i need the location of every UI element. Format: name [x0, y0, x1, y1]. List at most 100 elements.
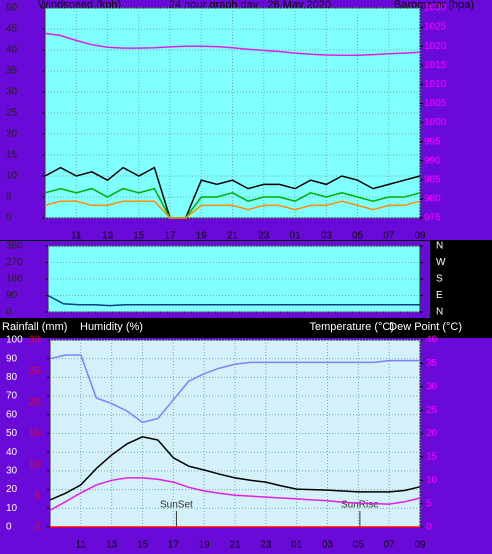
y2-tick-label: S — [436, 274, 443, 285]
y-tick-label: 25 — [6, 108, 18, 119]
x-tick-label: 19 — [196, 231, 208, 242]
x-tick-label: 21 — [229, 540, 241, 551]
x-tick-label: 03 — [322, 540, 334, 551]
x-tick-label: 03 — [321, 231, 333, 242]
y-label: Windspeed (kph) — [38, 0, 121, 11]
y3-tick-label: 25 — [29, 366, 41, 377]
x-tick-label: 07 — [383, 231, 395, 242]
y2-tick-label: 980 — [424, 194, 441, 205]
x-tick-label: 05 — [352, 231, 364, 242]
y-tick-label: 180 — [6, 274, 23, 285]
y3-tick-label: 5 — [34, 490, 40, 501]
y-tick-label: 15 — [6, 150, 18, 161]
y2-tick-label: 15 — [426, 452, 438, 463]
y2-label: Temperature (°C) — [310, 321, 394, 333]
series-line — [49, 436, 421, 501]
y2-tick-label: 20 — [426, 428, 438, 439]
y3-tick-label: 10 — [29, 459, 41, 470]
y2-tick-label: 990 — [424, 155, 441, 166]
y2-tick-label: 1030 — [424, 3, 447, 14]
y-tick-label: 20 — [6, 129, 18, 140]
y-tick-label: 60 — [6, 409, 18, 420]
x-tick-label: 07 — [384, 540, 396, 551]
series-line — [44, 200, 421, 219]
x-tick-label: 23 — [258, 231, 270, 242]
x-tick-label: 23 — [260, 540, 272, 551]
y2-tick-label: 985 — [424, 174, 441, 185]
y-tick-label: 0 — [6, 522, 12, 533]
y-tick-label: 40 — [6, 447, 18, 458]
y-tick-label: 30 — [6, 87, 18, 98]
y2-tick-label: W — [436, 257, 446, 268]
y2-tick-label: 1005 — [424, 98, 447, 109]
chart-title: 24 hour graph day : 26 May 2020 — [169, 0, 331, 11]
y-tick-label: 50 — [6, 428, 18, 439]
y2-label: Dew Point (°C) — [389, 321, 462, 333]
y3-tick-label: 30 — [29, 335, 41, 346]
y2-tick-label: N — [436, 307, 443, 318]
y3-tick-label: 20 — [29, 397, 41, 408]
y-tick-label: 0 — [6, 307, 12, 318]
y-tick-label: 0 — [6, 213, 12, 224]
y-tick-label: 20 — [6, 484, 18, 495]
y-label: Humidity (%) — [80, 321, 143, 333]
y-tick-label: 270 — [6, 257, 23, 268]
x-tick-label: 01 — [291, 540, 303, 551]
y2-tick-label: 25 — [426, 405, 438, 416]
y2-tick-label: 35 — [426, 358, 438, 369]
y-tick-label: 100 — [6, 335, 23, 346]
x-tick-label: 19 — [199, 540, 211, 551]
y2-tick-label: 40 — [426, 335, 438, 346]
series-line — [44, 187, 421, 219]
series-line — [44, 166, 421, 219]
y2-tick-label: 0 — [426, 522, 432, 533]
x-tick-label: 15 — [133, 231, 145, 242]
x-tick-label: 01 — [289, 231, 301, 242]
x-tick-label: 11 — [71, 231, 82, 242]
y-tick-label: 10 — [6, 503, 18, 514]
x-tick-label: 15 — [137, 540, 149, 551]
annotation: SunSet — [160, 500, 193, 511]
y-tick-label: 35 — [6, 66, 18, 77]
x-tick-label: 17 — [168, 540, 180, 551]
y-tick-label: 70 — [6, 391, 18, 402]
y2-tick-label: 1015 — [424, 60, 447, 71]
y-tick-label: 10 — [6, 171, 18, 182]
y-tick-label: 40 — [6, 45, 18, 56]
y2-tick-label: 1020 — [424, 41, 447, 52]
y-tick-label: 45 — [6, 24, 18, 35]
y-tick-label: 360 — [6, 241, 23, 252]
y2-tick-label: E — [436, 290, 443, 301]
y2-tick-label: 1025 — [424, 22, 447, 33]
y3-tick-label: 15 — [29, 428, 41, 439]
y2-tick-label: 1000 — [424, 117, 447, 128]
y2-tick-label: 995 — [424, 136, 441, 147]
x-tick-label: 13 — [106, 540, 118, 551]
y3-label: Rainfall (mm) — [2, 321, 67, 333]
y-tick-label: 90 — [6, 353, 18, 364]
y2-tick-label: 975 — [424, 213, 441, 224]
y2-label: Barometer (hpa) — [394, 0, 474, 11]
y-tick-label: 50 — [6, 3, 18, 14]
series-line — [49, 354, 420, 424]
y2-tick-label: 10 — [426, 475, 438, 486]
x-tick-label: 13 — [102, 231, 114, 242]
series-line — [47, 294, 420, 307]
annotation: SunRise — [341, 500, 379, 511]
y3-tick-label: 0 — [34, 522, 40, 533]
x-tick-label: 21 — [227, 231, 239, 242]
y-tick-label: 80 — [6, 372, 18, 383]
y2-tick-label: 5 — [426, 498, 432, 509]
y-tick-label: 30 — [6, 466, 18, 477]
series-line — [49, 477, 421, 511]
series-line — [44, 32, 421, 57]
x-tick-label: 05 — [353, 540, 365, 551]
y2-tick-label: N — [436, 241, 443, 252]
x-tick-label: 09 — [414, 540, 426, 551]
y2-tick-label: 1010 — [424, 79, 447, 90]
x-tick-label: 09 — [414, 231, 426, 242]
x-tick-label: 11 — [76, 540, 87, 551]
y-tick-label: 5 — [6, 192, 12, 203]
